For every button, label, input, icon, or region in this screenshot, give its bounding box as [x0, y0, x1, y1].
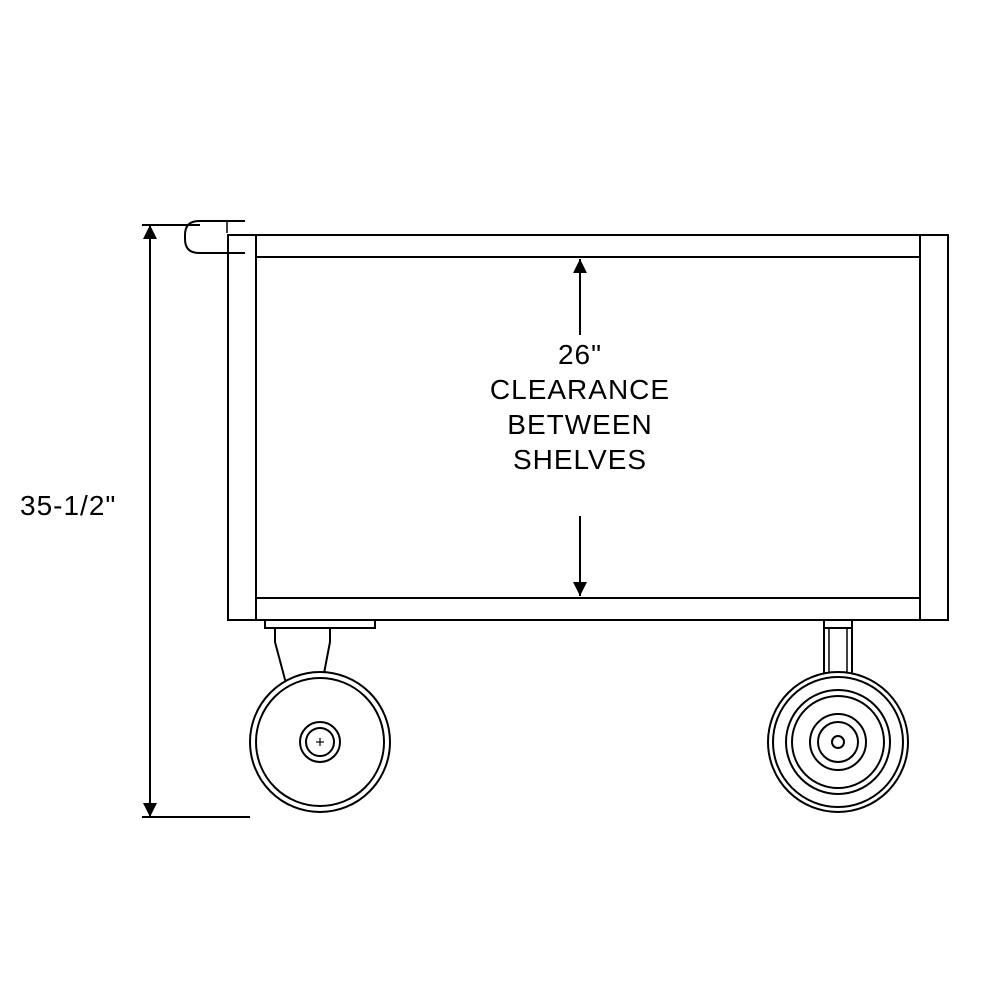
clearance-label-block: 26" CLEARANCE BETWEEN SHELVES [485, 335, 675, 479]
clearance-word-3: SHELVES [513, 444, 647, 475]
cart-dimension-diagram [0, 0, 999, 1000]
clearance-value: 26" [558, 339, 602, 370]
clearance-word-2: BETWEEN [507, 409, 652, 440]
overall-height-value: 35-1/2" [20, 490, 116, 521]
clearance-word-1: CLEARANCE [490, 374, 670, 405]
overall-height-label: 35-1/2" [18, 484, 118, 527]
